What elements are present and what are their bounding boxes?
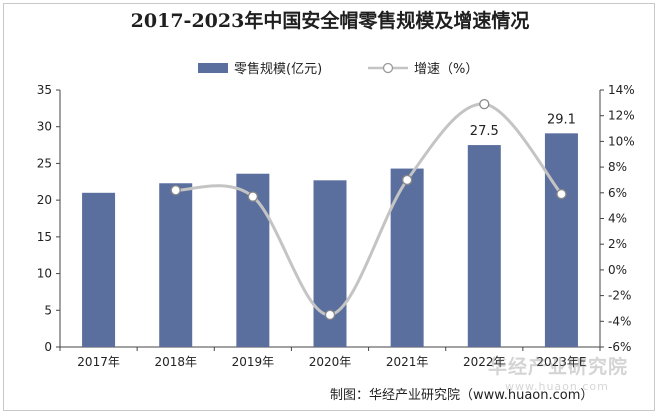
left-tick-label: 25	[37, 156, 52, 170]
legend-label-bar: 零售规模(亿元)	[234, 61, 322, 77]
x-tick-label: 2018年	[154, 355, 197, 369]
legend-marker-line	[382, 62, 394, 74]
x-tick-label: 2021年	[386, 355, 429, 369]
bar	[390, 168, 424, 347]
x-tick-label: 2023年E	[536, 355, 586, 369]
bar	[313, 180, 347, 347]
watermark-url: www.huaon.com	[505, 380, 609, 393]
left-tick-label: 35	[37, 83, 52, 97]
right-tick-label: 4%	[608, 212, 627, 226]
bar	[236, 173, 270, 347]
right-tick-label: 12%	[608, 109, 635, 123]
x-tick-label: 2017年	[77, 355, 120, 369]
growth-point	[247, 191, 259, 202]
left-tick-label: 10	[37, 267, 52, 281]
bar	[82, 192, 116, 347]
right-tick-label: 6%	[608, 186, 627, 200]
right-tick-label: -2%	[608, 289, 631, 303]
right-tick-label: 14%	[608, 83, 635, 97]
growth-line	[175, 102, 563, 317]
right-tick-label: 10%	[608, 134, 635, 148]
left-tick-label: 0	[44, 340, 52, 354]
right-tick-label: 8%	[608, 160, 627, 174]
x-tick-label: 2020年	[309, 355, 352, 369]
bar-data-label: 29.1	[547, 112, 576, 127]
legend-swatch-bar	[198, 63, 228, 73]
right-tick-label: -6%	[608, 340, 631, 354]
growth-point	[324, 309, 336, 321]
right-tick-label: -4%	[608, 314, 631, 328]
left-tick-label: 15	[37, 230, 52, 244]
chart-credit: 制图：华经产业研究院（www.huaon.com）	[330, 388, 594, 403]
bar	[159, 183, 193, 347]
growth-point	[170, 185, 181, 196]
growth-point	[401, 174, 413, 186]
bar	[544, 133, 578, 347]
x-tick-label: 2019年	[232, 355, 275, 369]
bar-data-label: 27.5	[470, 124, 499, 139]
right-tick-label: 2%	[608, 237, 627, 251]
left-tick-label: 30	[37, 120, 52, 134]
growth-point	[479, 98, 490, 110]
left-tick-label: 20	[37, 193, 52, 207]
x-tick-label: 2022年	[463, 355, 506, 369]
left-tick-label: 5	[44, 303, 52, 317]
right-tick-label: 0%	[608, 263, 627, 277]
watermark-logo: 华经产业研究院	[488, 356, 629, 378]
legend-label-line: 增速（%）	[414, 62, 478, 77]
chart-title: 2017-2023年中国安全帽零售规模及增速情况	[130, 10, 530, 32]
bar	[467, 145, 501, 347]
growth-point	[556, 188, 567, 200]
